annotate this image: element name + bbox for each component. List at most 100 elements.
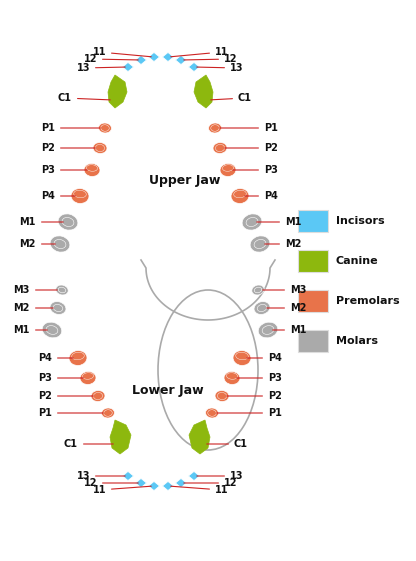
Ellipse shape bbox=[250, 236, 270, 252]
Text: P4: P4 bbox=[245, 191, 278, 201]
Text: M1: M1 bbox=[20, 217, 63, 227]
Text: P3: P3 bbox=[41, 165, 87, 175]
Ellipse shape bbox=[233, 351, 251, 366]
Text: P4: P4 bbox=[41, 191, 75, 201]
Text: M2: M2 bbox=[20, 239, 55, 249]
Ellipse shape bbox=[91, 390, 105, 402]
Ellipse shape bbox=[254, 287, 262, 293]
Ellipse shape bbox=[80, 371, 96, 384]
Text: 12: 12 bbox=[184, 478, 238, 488]
Text: 13: 13 bbox=[77, 471, 125, 481]
Ellipse shape bbox=[215, 390, 229, 402]
Text: P2: P2 bbox=[227, 391, 282, 401]
Polygon shape bbox=[110, 420, 131, 454]
Polygon shape bbox=[176, 56, 186, 65]
Text: Molars: Molars bbox=[336, 336, 378, 346]
Ellipse shape bbox=[218, 392, 227, 399]
Ellipse shape bbox=[213, 142, 227, 154]
Text: Premolars: Premolars bbox=[336, 296, 400, 306]
Ellipse shape bbox=[102, 408, 114, 418]
Ellipse shape bbox=[231, 188, 249, 204]
Text: 13: 13 bbox=[197, 63, 243, 73]
Text: P2: P2 bbox=[225, 143, 278, 153]
Text: P1: P1 bbox=[38, 408, 103, 418]
Ellipse shape bbox=[104, 410, 112, 416]
Text: P1: P1 bbox=[217, 408, 282, 418]
Text: 11: 11 bbox=[92, 485, 151, 495]
Ellipse shape bbox=[74, 190, 86, 198]
Text: P3: P3 bbox=[38, 373, 83, 383]
Text: M2: M2 bbox=[14, 303, 53, 313]
Ellipse shape bbox=[69, 351, 87, 366]
Ellipse shape bbox=[208, 123, 221, 133]
Text: 11: 11 bbox=[92, 47, 151, 57]
Polygon shape bbox=[108, 75, 127, 108]
Polygon shape bbox=[136, 479, 146, 488]
Text: M1: M1 bbox=[273, 325, 306, 335]
Text: P2: P2 bbox=[41, 143, 95, 153]
FancyBboxPatch shape bbox=[298, 290, 328, 312]
Text: M2: M2 bbox=[265, 239, 301, 249]
FancyBboxPatch shape bbox=[298, 210, 328, 232]
Text: M2: M2 bbox=[267, 303, 306, 313]
Ellipse shape bbox=[208, 410, 216, 416]
Ellipse shape bbox=[223, 165, 234, 171]
Text: Lower Jaw: Lower Jaw bbox=[132, 384, 204, 397]
Ellipse shape bbox=[42, 322, 62, 338]
Ellipse shape bbox=[99, 123, 111, 133]
Text: Upper Jaw: Upper Jaw bbox=[149, 173, 220, 186]
Text: 12: 12 bbox=[184, 54, 238, 64]
Polygon shape bbox=[149, 53, 159, 62]
Polygon shape bbox=[163, 53, 173, 62]
Ellipse shape bbox=[62, 218, 74, 227]
Ellipse shape bbox=[226, 373, 238, 379]
Ellipse shape bbox=[101, 125, 109, 131]
Text: P4: P4 bbox=[247, 353, 282, 363]
Text: P1: P1 bbox=[41, 123, 100, 133]
Ellipse shape bbox=[257, 305, 267, 311]
FancyBboxPatch shape bbox=[298, 250, 328, 272]
Ellipse shape bbox=[50, 302, 66, 314]
Polygon shape bbox=[189, 420, 210, 454]
Ellipse shape bbox=[215, 144, 225, 151]
Polygon shape bbox=[136, 56, 146, 65]
Text: 12: 12 bbox=[84, 54, 138, 64]
Ellipse shape bbox=[58, 287, 66, 293]
Ellipse shape bbox=[56, 285, 68, 295]
Ellipse shape bbox=[53, 305, 63, 311]
Ellipse shape bbox=[242, 214, 262, 230]
Polygon shape bbox=[122, 62, 134, 71]
Text: C1: C1 bbox=[58, 93, 110, 103]
Ellipse shape bbox=[71, 188, 89, 204]
Ellipse shape bbox=[234, 190, 246, 198]
Polygon shape bbox=[188, 62, 200, 71]
Text: P4: P4 bbox=[38, 353, 73, 363]
Polygon shape bbox=[176, 479, 186, 488]
Ellipse shape bbox=[50, 236, 70, 252]
Polygon shape bbox=[149, 481, 159, 490]
Ellipse shape bbox=[236, 352, 248, 360]
Text: P3: P3 bbox=[233, 165, 278, 175]
Text: M1: M1 bbox=[257, 217, 301, 227]
Text: P3: P3 bbox=[237, 373, 282, 383]
Ellipse shape bbox=[254, 302, 270, 314]
Text: 11: 11 bbox=[171, 47, 228, 57]
Ellipse shape bbox=[252, 285, 264, 295]
Polygon shape bbox=[194, 75, 213, 108]
Ellipse shape bbox=[220, 163, 236, 177]
Ellipse shape bbox=[54, 240, 66, 249]
Ellipse shape bbox=[206, 408, 218, 418]
Ellipse shape bbox=[72, 352, 84, 360]
Text: 13: 13 bbox=[77, 63, 125, 73]
Ellipse shape bbox=[58, 214, 78, 230]
Text: M1: M1 bbox=[14, 325, 47, 335]
Text: 11: 11 bbox=[171, 485, 228, 495]
Ellipse shape bbox=[93, 142, 107, 154]
Text: P2: P2 bbox=[38, 391, 93, 401]
Text: Incisors: Incisors bbox=[336, 216, 385, 226]
Text: P1: P1 bbox=[220, 123, 278, 133]
Text: 13: 13 bbox=[197, 471, 243, 481]
Ellipse shape bbox=[211, 125, 219, 131]
Text: C1: C1 bbox=[207, 439, 248, 449]
Ellipse shape bbox=[224, 371, 240, 384]
